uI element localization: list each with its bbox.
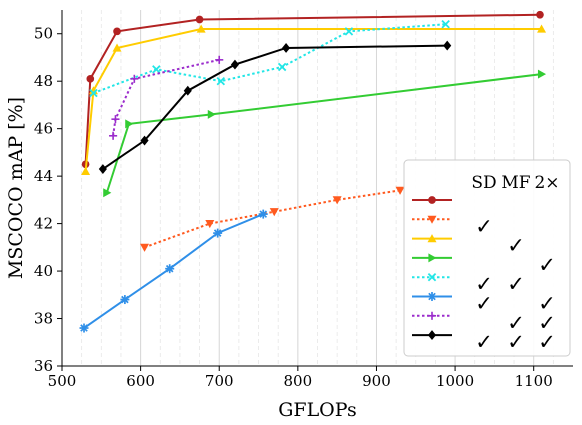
legend-check-mark: ✓	[507, 311, 525, 335]
x-tick-label: 600	[126, 372, 155, 390]
marker-center	[429, 294, 435, 299]
legend-check-mark: ✓	[475, 330, 493, 354]
y-tick-label: 50	[34, 25, 53, 43]
y-tick-label: 38	[34, 310, 53, 328]
x-tick-label: 800	[284, 372, 313, 390]
series-2-line	[144, 189, 401, 249]
series-8-point	[98, 164, 107, 174]
legend-check-mark: ✓	[507, 272, 525, 296]
series-5-point	[441, 20, 450, 29]
series-5-point	[152, 65, 161, 74]
series-2-point	[332, 196, 342, 205]
legend-header-1: SD	[471, 173, 496, 193]
series-5-line	[93, 23, 446, 95]
marker-stroke	[89, 88, 98, 98]
marker-stroke	[441, 20, 450, 29]
legend-swatch-marker-7	[427, 311, 437, 320]
series-5-point	[344, 27, 354, 36]
y-tick-label: 44	[34, 167, 53, 185]
x-tick-label: 1100	[515, 372, 553, 390]
legend-swatch-marker-2	[427, 215, 437, 224]
series-1-point	[113, 27, 121, 36]
legend-check-mark: ✓	[475, 214, 493, 238]
legend-check-mark: ✓	[538, 311, 556, 335]
legend-swatch-marker-6	[427, 292, 437, 301]
x-axis-label: GFLOPs	[278, 399, 357, 421]
y-tick-label: 48	[34, 72, 53, 90]
y-tick-label: 40	[34, 262, 53, 280]
series-6-point	[258, 209, 268, 219]
series-3-point	[196, 24, 206, 33]
series-3-point	[537, 24, 547, 33]
marker-center	[167, 266, 172, 271]
legend-swatch-marker-1	[428, 196, 436, 204]
x-tick-label: 700	[205, 372, 234, 390]
legend-check-mark: ✓	[538, 330, 556, 354]
series-4-point	[125, 119, 134, 129]
legend-check-mark: ✓	[475, 292, 493, 316]
series-5-point	[216, 76, 226, 86]
legend-check-mark: ✓	[538, 253, 556, 277]
series-3-point	[81, 166, 91, 175]
legend-header-2: MF	[501, 173, 530, 193]
series-2-point	[269, 208, 279, 217]
x-tick-label: 500	[48, 372, 77, 390]
series-7-point	[130, 74, 139, 83]
series-3-point	[112, 43, 122, 52]
series-7-point	[111, 115, 120, 124]
series-8-point	[443, 40, 452, 51]
legend-check-mark: ✓	[538, 292, 556, 316]
series-5-point	[277, 62, 287, 72]
marker-center	[215, 231, 220, 236]
y-tick-label: 36	[34, 357, 53, 375]
y-axis-label: MSCOCO mAP [%]	[5, 97, 27, 279]
series-7-point	[109, 131, 118, 140]
series-6-point	[165, 264, 175, 274]
series-6-line	[83, 213, 264, 329]
series-5-point	[89, 88, 98, 98]
legend-check-mark: ✓	[507, 330, 525, 354]
marker-center	[81, 326, 87, 331]
legend-swatch-marker-3	[427, 234, 437, 243]
x-tick-label: 900	[362, 372, 391, 390]
series-2-point	[205, 220, 215, 229]
series-6-point	[213, 228, 223, 238]
series-2-point	[140, 243, 150, 252]
x-tick-label: 1000	[436, 372, 474, 390]
marker-stroke	[427, 272, 437, 282]
series-8-line	[102, 44, 448, 170]
series-6-point	[120, 295, 130, 305]
marker-stroke	[152, 65, 161, 74]
series-1-point	[86, 75, 95, 83]
legend-box	[403, 159, 571, 357]
legend-check-mark: ✓	[507, 234, 525, 258]
marker-stroke	[344, 27, 354, 36]
y-tick-label: 42	[34, 215, 53, 233]
legend-check-mark: ✓	[475, 272, 493, 296]
series-8-point	[140, 135, 149, 146]
series-1-point	[195, 15, 204, 24]
marker-center	[122, 297, 127, 302]
y-tick-label: 46	[34, 120, 53, 138]
legend-swatch-marker-4	[428, 253, 437, 263]
marker-stroke	[277, 62, 287, 72]
legend-header-3: 2×	[534, 173, 559, 193]
marker-stroke	[216, 76, 226, 86]
marker-center	[261, 212, 266, 217]
series-8-point	[230, 59, 240, 70]
series-4-point	[103, 188, 112, 198]
series-7-point	[215, 55, 224, 64]
series-4-point	[537, 69, 547, 79]
series-1-line	[84, 13, 540, 165]
series-4-point	[207, 109, 216, 119]
legend-swatch-marker-5	[427, 272, 437, 282]
legend-swatch-marker-8	[427, 330, 437, 341]
series-1-point	[536, 10, 544, 19]
series-8-point	[282, 43, 291, 53]
series-2-point	[395, 186, 405, 195]
series-8-point	[183, 85, 192, 96]
series-6-point	[79, 323, 89, 333]
